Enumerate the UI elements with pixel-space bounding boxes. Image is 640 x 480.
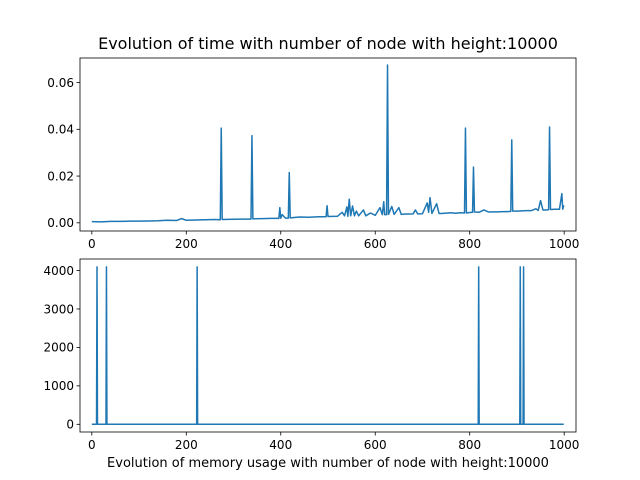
top-plot-frame [79,57,577,232]
bottom-ytick-label: 1000 [43,379,74,393]
bottom-ytick-label: 3000 [43,302,74,316]
top-chart-title: Evolution of time with number of node wi… [98,34,558,53]
bottom-ytick-label: 0 [66,418,74,432]
top-series-line-0 [91,64,565,223]
top-chart-axes: 0 200 400 600 800 1000 0.00 0.02 0.04 0.06 [47,57,580,251]
bottom-chart-axes: 0 200 400 600 800 1000 0 1000 2000 3000 4000 [43,258,580,452]
top-xtick-label: 600 [364,237,387,251]
top-ytick-label: 0.04 [47,123,74,137]
bottom-chart-xlabel: Evolution of memory usage with number of… [107,456,549,471]
bottom-xtick-label: 800 [458,438,481,452]
bottom-ytick-label: 4000 [43,264,74,278]
bottom-plot-frame [79,258,577,433]
top-xtick-label: 400 [269,237,292,251]
top-ytick-label: 0.00 [47,216,74,230]
top-xtick-label: 200 [175,237,198,251]
bottom-xtick-label: 600 [364,438,387,452]
top-ytick-label: 0.06 [47,76,74,90]
bottom-xtick-label: 400 [269,438,292,452]
top-xtick-label: 1000 [549,237,580,251]
top-xtick-label: 800 [458,237,481,251]
bottom-xtick-label: 0 [88,438,96,452]
bottom-xtick-label: 200 [175,438,198,452]
bottom-series-line-0 [91,266,564,426]
bottom-xtick-label: 1000 [549,438,580,452]
top-ytick-label: 0.02 [47,169,74,183]
bottom-ytick-label: 2000 [43,341,74,355]
top-xtick-label: 0 [88,237,96,251]
